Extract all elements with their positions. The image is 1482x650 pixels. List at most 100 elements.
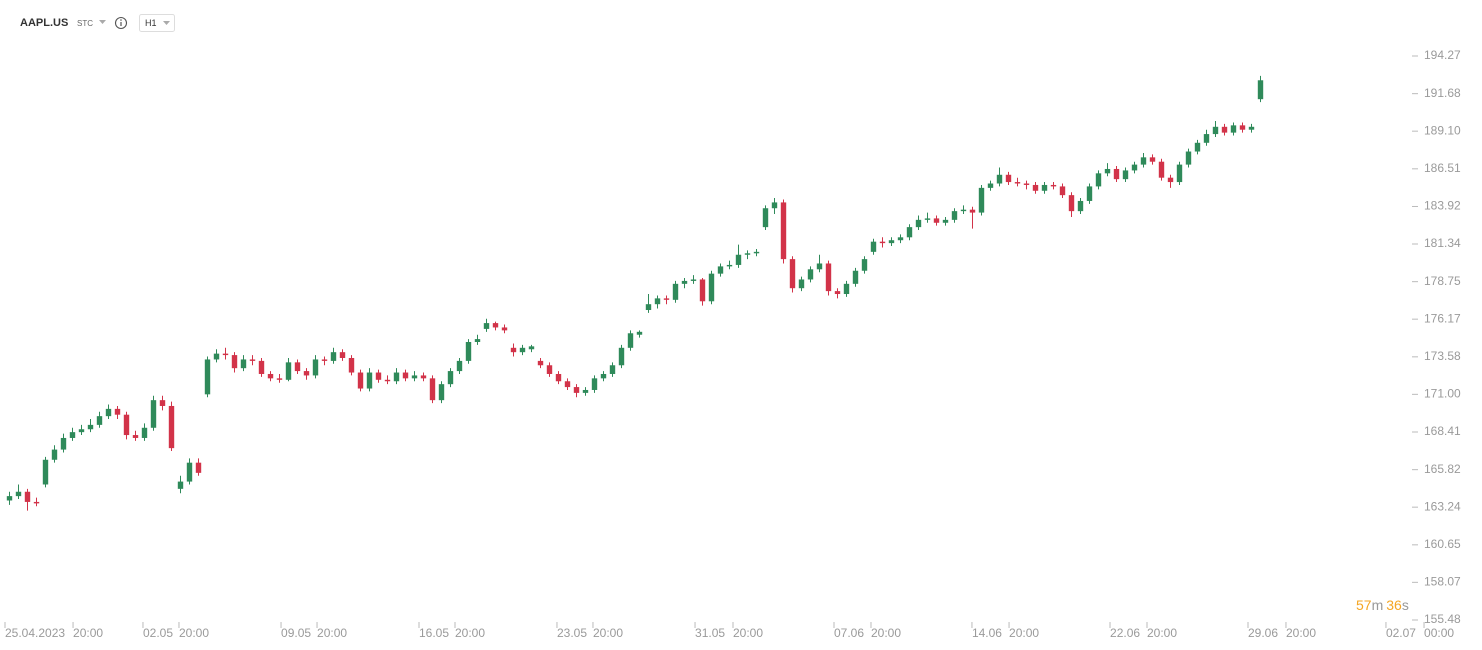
candle-body	[636, 331, 643, 335]
info-icon[interactable]	[114, 16, 128, 30]
candle-body	[519, 347, 526, 353]
candle-body	[591, 378, 598, 390]
candle-body	[249, 359, 256, 361]
candle-body	[258, 360, 265, 374]
x-tick-label: 20:00	[73, 626, 103, 640]
candle-body	[843, 283, 850, 295]
candle-body	[141, 427, 148, 438]
candle-body	[960, 209, 967, 212]
candle-body	[1032, 184, 1039, 191]
candle-body	[924, 218, 931, 220]
candle-body	[312, 359, 319, 376]
candle-body	[645, 304, 652, 311]
interval-box[interactable]	[139, 14, 175, 32]
candle-body	[690, 279, 697, 281]
candle-body	[861, 259, 868, 271]
candle-body	[1149, 157, 1156, 162]
candle-body	[654, 298, 661, 305]
candle-body	[978, 187, 985, 213]
exchange[interactable]: STC	[77, 19, 93, 28]
candle-body	[735, 254, 742, 265]
candle-body	[384, 379, 391, 382]
candle-body	[744, 253, 751, 255]
candle-body	[1176, 164, 1183, 183]
x-tick-label: 14.06	[972, 626, 1002, 640]
x-tick-label: 20:00	[593, 626, 623, 640]
candle-body	[1167, 177, 1174, 183]
candle-body	[906, 227, 913, 238]
x-tick-label: 09.05	[281, 626, 311, 640]
candle-body	[96, 416, 103, 425]
candle-body	[222, 353, 229, 356]
symbol[interactable]: AAPL.US	[20, 17, 68, 29]
candle-body	[1068, 195, 1075, 212]
candle-body	[420, 375, 427, 379]
candle-body	[492, 323, 499, 328]
candle-body	[1104, 168, 1111, 174]
candle-body	[807, 269, 814, 280]
candle-body	[339, 352, 346, 358]
x-tick-label: 20:00	[1286, 626, 1316, 640]
y-tick-label: 158.07	[1424, 575, 1461, 589]
candle-body	[267, 373, 274, 379]
x-tick-label: 20:00	[733, 626, 763, 640]
x-tick-label: 20:00	[179, 626, 209, 640]
candle-body	[600, 373, 607, 379]
candle-body	[1113, 168, 1120, 180]
candle-body	[1221, 126, 1228, 133]
candle-body	[330, 352, 337, 361]
candle-body	[1158, 161, 1165, 178]
candle-body	[87, 424, 94, 430]
candle-body	[456, 360, 463, 372]
candle-body	[69, 432, 76, 438]
candle-body	[753, 251, 760, 254]
x-tick-label: 31.05	[695, 626, 725, 640]
candle-body	[123, 414, 130, 436]
interval[interactable]: H1	[145, 18, 157, 28]
candle-body	[240, 359, 247, 369]
candle-body	[816, 263, 823, 270]
x-tick-label: 29.06	[1248, 626, 1278, 640]
candle-body	[510, 347, 517, 353]
candle-body	[474, 339, 481, 342]
x-tick-label: 20:00	[317, 626, 347, 640]
candle-body	[231, 355, 238, 369]
candle-body	[195, 462, 202, 473]
x-tick-label: 02.05	[143, 626, 173, 640]
y-tick-label: 183.92	[1424, 199, 1461, 213]
candle-body	[528, 346, 535, 350]
candle-body	[699, 279, 706, 302]
candle-body	[33, 501, 40, 504]
candle-body	[303, 371, 310, 376]
candle-body	[15, 491, 22, 497]
candle-body	[555, 373, 562, 382]
candle-body	[1095, 173, 1102, 187]
candle-body	[285, 362, 292, 380]
candle-body	[546, 365, 553, 374]
x-tick-label: 16.05	[419, 626, 449, 640]
candle-body	[942, 219, 949, 223]
candle-body	[78, 429, 85, 433]
candle-body	[762, 208, 769, 228]
candle-body	[708, 273, 715, 302]
candle-body	[1257, 80, 1264, 100]
x-tick-label: 23.05	[557, 626, 587, 640]
candle-body	[663, 298, 670, 300]
candle-body	[429, 378, 436, 401]
candle-body	[24, 491, 31, 502]
candle-body	[951, 211, 958, 220]
candle-body	[6, 496, 13, 501]
interval-caret[interactable]	[163, 21, 170, 25]
countdown: 57m 36s	[1356, 597, 1409, 613]
candle-body	[1131, 164, 1138, 171]
candle-body	[204, 359, 211, 395]
exchange-caret[interactable]	[99, 20, 106, 24]
candle-body	[672, 283, 679, 300]
x-tick-label: 20:00	[455, 626, 485, 640]
candle-body	[501, 327, 508, 331]
countdown-unit: m	[1372, 597, 1384, 613]
candle-body	[366, 372, 373, 389]
y-tick-label: 189.10	[1424, 123, 1461, 137]
candle-body	[402, 372, 409, 379]
